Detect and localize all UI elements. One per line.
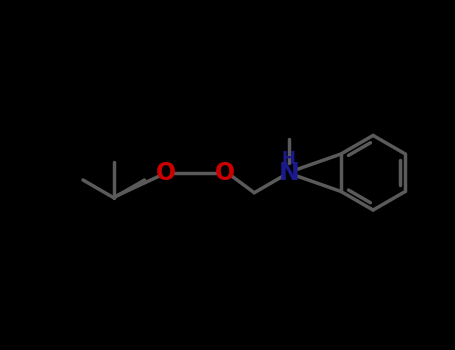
Text: O: O [215, 161, 235, 185]
Text: N: N [278, 161, 299, 185]
Text: H: H [282, 150, 296, 168]
Text: O: O [156, 161, 176, 185]
